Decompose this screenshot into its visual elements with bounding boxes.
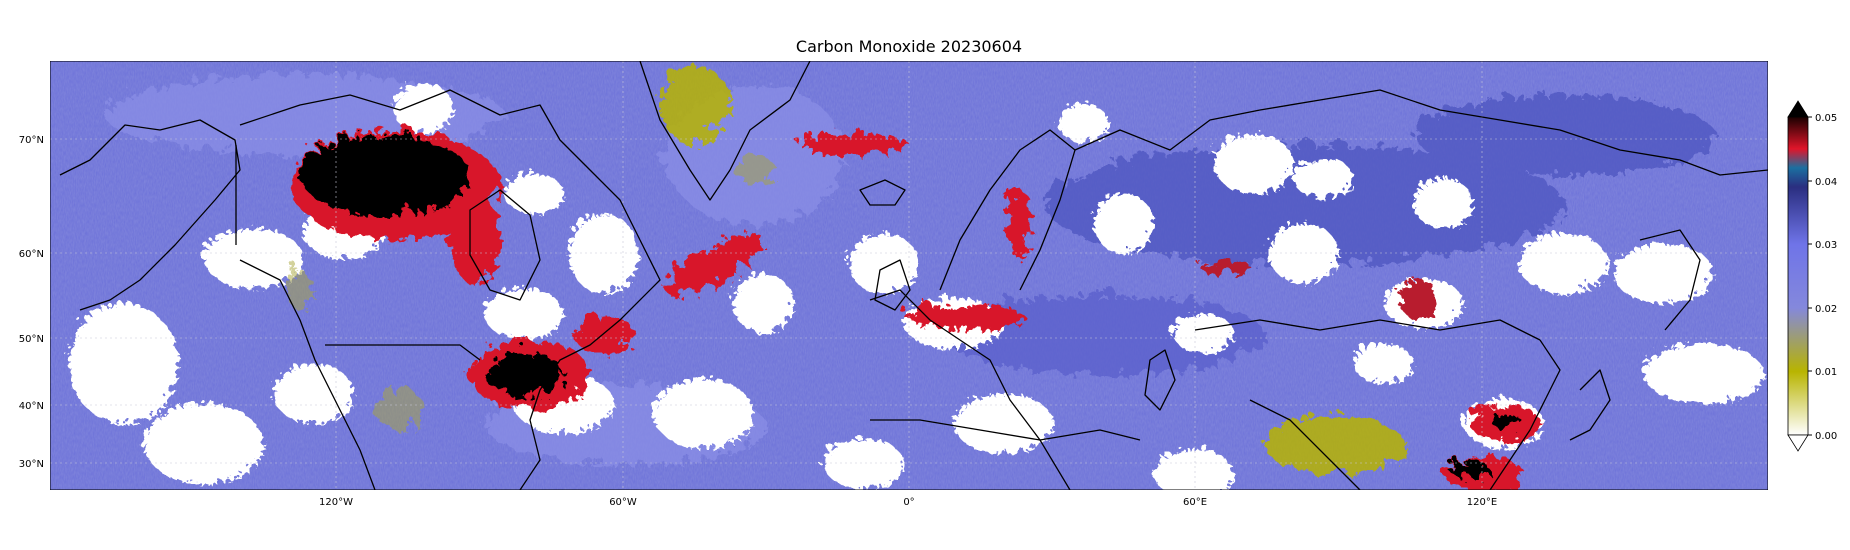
greenland-coast [639,61,811,201]
map-panel [50,61,1768,490]
y-tick-label: 60°N [19,249,44,260]
colorbar-gradient [1787,116,1809,436]
y-tick-label: 40°N [19,401,44,412]
colorbar-tick-label: 0.03 [1815,240,1837,251]
canada-plume-core [295,130,465,210]
colorbar-tick-label: 0.00 [1815,431,1837,442]
british-isles [874,259,911,311]
high-co-layer [285,125,1535,488]
colorbar-tick-label: 0.04 [1815,177,1837,188]
colorbar-extend-min [1787,434,1809,452]
japan [1569,369,1611,441]
north-america-west-coast [239,259,376,490]
hudson-bay [469,189,541,301]
chart-title: Carbon Monoxide 20230604 [796,37,1022,56]
y-tick-label: 50°N [19,334,44,345]
scandinavia-coast [939,129,1076,291]
colorbar-extend-max [1787,100,1809,118]
kamchatka [1639,229,1701,331]
caspian-sea [1144,349,1176,411]
x-axis-ticks: 120°W 60°W 0° 60°E 120°E [319,497,1497,508]
colorbar-ticks: 0.00 0.01 0.02 0.03 0.04 0.05 [1808,113,1837,442]
y-axis-ticks: 70°N 60°N 50°N 40°N 30°N [19,135,44,470]
central-asia-border [1194,319,1541,341]
y-tick-label: 70°N [19,135,44,146]
canadian-arctic-coast [239,89,641,241]
y-tick-label: 30°N [19,459,44,470]
x-tick-label: 120°E [1467,497,1497,508]
colorbar-tick-label: 0.02 [1815,304,1837,315]
india-border [1249,399,1361,490]
colorbar-tick-label: 0.05 [1815,113,1837,124]
europe-coast [869,289,1071,490]
iceland-coast [859,179,906,206]
atlantic-plume [661,228,759,292]
mediterranean [870,419,1141,441]
greenland-low-co [655,61,725,140]
colorbar: 0.00 0.01 0.02 0.03 0.04 0.05 [1787,100,1837,452]
x-tick-label: 60°E [1183,497,1207,508]
china-east-coast [1489,339,1561,490]
canada-usa-border [325,344,481,361]
x-tick-label: 120°W [319,497,353,508]
x-tick-label: 0° [903,497,914,508]
quebec-plume-core [480,348,560,392]
tibet-low-co [1260,410,1400,470]
x-tick-label: 60°W [609,497,637,508]
graticule [50,61,1768,490]
colorbar-tick-label: 0.01 [1815,367,1837,378]
north-america-east-coast [519,239,661,490]
alaska-coast [59,119,241,311]
coastlines [59,61,1768,490]
russia-arctic-coast [1074,89,1768,176]
